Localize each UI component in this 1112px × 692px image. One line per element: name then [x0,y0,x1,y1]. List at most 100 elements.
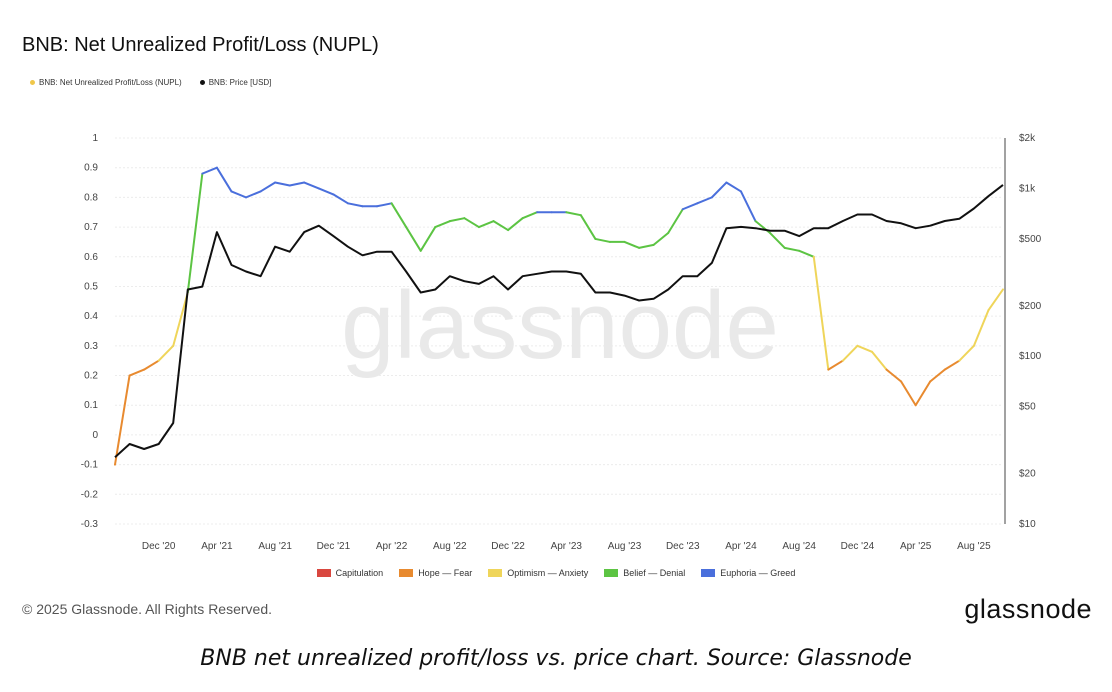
right-tick-label: $100 [1019,351,1042,362]
x-tick-label: Dec '20 [142,541,176,552]
legend-item-nupl[interactable]: BNB: Net Unrealized Profit/Loss (NUPL) [30,78,182,87]
zone-legend: Capitulation Hope — Fear Optimism — Anxi… [0,568,1112,578]
zone-legend-capitulation[interactable]: Capitulation [316,568,384,578]
nupl-segment [157,344,175,362]
left-tick-label: 0.8 [84,192,98,203]
zone-legend-belief-denial[interactable]: Belief — Denial [604,568,685,578]
right-tick-label: $200 [1019,301,1042,312]
nupl-segment [215,166,233,193]
right-tick-label: $500 [1019,234,1042,245]
zone-label-euphoria-greed: Euphoria — Greed [720,568,796,578]
nupl-segment [303,181,320,190]
nupl-segment [463,217,480,229]
nupl-segment [783,246,801,252]
nupl-segment [288,181,306,187]
left-tick-label: 0.5 [84,281,98,292]
nupl-segment [812,255,830,371]
x-tick-label: Aug '23 [608,541,642,552]
nupl-segment [376,202,393,208]
nupl-segment [230,190,248,199]
nupl-segment [448,217,466,223]
nupl-segment [885,368,903,383]
nupl-segment [390,202,408,229]
x-tick-label: Apr '22 [376,541,408,552]
nupl-segment [419,226,437,252]
x-tick-label: Apr '25 [900,541,932,552]
nupl-segment [623,240,641,249]
nupl-segment [870,350,888,371]
nupl-segment [914,380,932,407]
nupl-segment [725,181,742,193]
zone-label-optimism-anxiety: Optimism — Anxiety [507,568,589,578]
x-tick-label: Apr '21 [201,541,233,552]
nupl-segment [259,181,277,193]
zone-legend-optimism-anxiety[interactable]: Optimism — Anxiety [488,568,588,578]
price-line [114,184,1004,458]
x-tick-label: Apr '24 [725,541,757,552]
nupl-segment [900,380,917,407]
x-tick-label: Dec '24 [841,541,875,552]
nupl-segment [245,190,262,199]
nupl-segment [405,226,422,252]
zone-swatch-hope-fear [399,569,414,577]
nupl-chart: 1 0.9 0.8 0.7 0.6 0.5 0.4 0.3 0.2 0.1 0 -0.1 -0.2 -0.… [81,133,1042,552]
nupl-segment [274,181,291,187]
nupl-segment [841,344,859,362]
nupl-segment [579,214,597,240]
right-tick-label: $2k [1019,133,1036,144]
zone-label-belief-denial: Belief — Denial [623,568,686,578]
nupl-segment [769,232,786,249]
copyright-text: © 2025 Glassnode. All Rights Reserved. [22,601,273,617]
legend-label-price: BNB: Price [USD] [208,78,272,87]
nupl-segment [827,359,844,371]
legend-item-price[interactable]: BNB: Price [USD] [199,78,272,87]
x-tick-label: Apr '23 [551,541,583,552]
left-tick-label: 0.6 [84,252,98,263]
nupl-segment [521,211,539,220]
right-tick-label: $10 [1019,519,1036,530]
nupl-segment [710,181,728,199]
left-tick-label: 0.1 [84,400,98,411]
nupl-segment [594,237,611,243]
nupl-segment [346,202,364,208]
x-tick-label: Dec '23 [666,541,700,552]
zone-swatch-belief-denial [604,569,619,577]
zone-swatch-euphoria-greed [701,569,716,577]
nupl-segment [128,368,146,377]
zone-label-hope-fear: Hope — Fear [418,568,473,578]
series-legend: BNB: Net Unrealized Profit/Loss (NUPL) B… [30,78,271,87]
nupl-segment [667,208,684,235]
left-tick-label: 0.2 [84,371,98,382]
figure-caption: BNB net unrealized profit/loss vs. price… [200,646,912,671]
nupl-segment [958,344,975,362]
left-tick-label: -0.1 [81,460,99,471]
zone-label-capitulation: Capitulation [335,568,384,578]
nupl-segment [332,193,349,205]
brand-logo: glassnode [964,594,1092,624]
x-tick-label: Aug '25 [957,541,991,552]
watermark: glassnode [341,272,779,379]
zone-swatch-capitulation [316,569,331,577]
left-tick-label: 0.4 [84,311,98,322]
nupl-segment [186,172,204,294]
nupl-segment [652,232,670,246]
nupl-segment [798,249,815,258]
x-tick-label: Dec '22 [491,541,525,552]
nupl-segment [638,243,655,249]
nupl-segment [172,291,189,347]
zone-swatch-optimism-anxiety [488,569,503,577]
left-tick-label: 0.7 [84,222,98,233]
legend-dot-nupl [30,80,35,85]
left-tick-label: 1 [92,133,98,144]
nupl-segment [507,217,524,232]
zone-legend-hope-fear[interactable]: Hope — Fear [399,568,472,578]
nupl-segment [856,344,873,353]
nupl-segment [317,187,335,196]
chart-title: BNB: Net Unrealized Profit/Loss (NUPL) [22,34,379,56]
nupl-segment [434,220,451,229]
right-tick-label: $20 [1019,469,1036,480]
right-tick-label: $50 [1019,402,1036,413]
zone-legend-euphoria-greed[interactable]: Euphoria — Greed [701,568,795,578]
x-tick-label: Aug '24 [782,541,816,552]
nupl-segment [477,220,495,229]
